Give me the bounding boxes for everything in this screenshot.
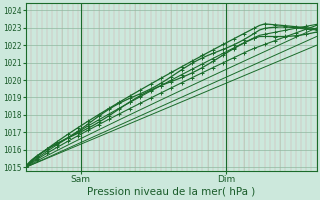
X-axis label: Pression niveau de la mer( hPa ): Pression niveau de la mer( hPa )	[87, 187, 255, 197]
